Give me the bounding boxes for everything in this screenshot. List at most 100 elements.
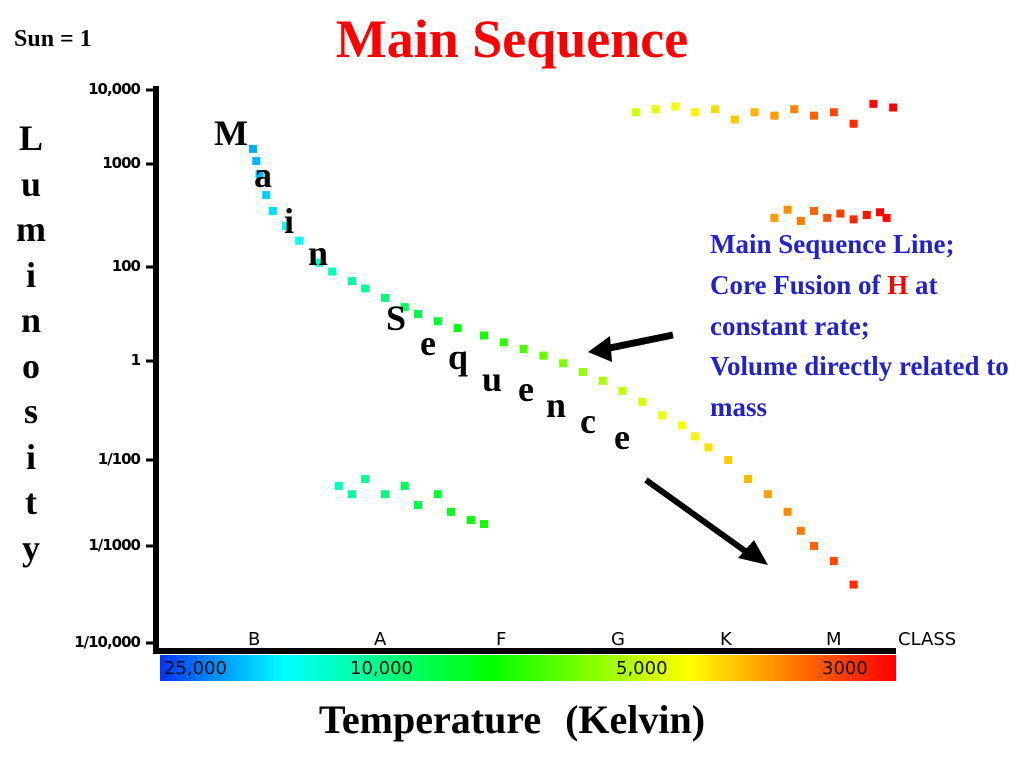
trend-arrowhead bbox=[738, 540, 768, 565]
y-tick-label: 1 bbox=[130, 351, 141, 369]
star-point-giants bbox=[836, 209, 845, 218]
sequence-letter: u bbox=[482, 359, 503, 399]
star-point-main-sequence bbox=[559, 359, 568, 368]
star-point-supergiants bbox=[651, 105, 660, 114]
x-class-label: K bbox=[720, 629, 732, 650]
sequence-letter: e bbox=[518, 369, 534, 409]
x-class-label: M bbox=[826, 629, 842, 650]
y-label-letter: t bbox=[25, 482, 37, 522]
x-axis-label: Temperature (Kelvin) bbox=[318, 697, 706, 742]
star-point-supergiants bbox=[691, 108, 700, 117]
star-point-supergiants bbox=[790, 105, 799, 114]
star-point-giants bbox=[783, 205, 792, 214]
annotation-line-2-prefix: Core Fusion of bbox=[710, 269, 888, 300]
star-point-giants bbox=[810, 206, 818, 215]
x-class-label: F bbox=[496, 629, 507, 650]
star-point-white-dwarfs bbox=[414, 500, 422, 509]
star-point-main-sequence bbox=[361, 284, 370, 293]
temperature-label: 10,000 bbox=[350, 658, 413, 679]
y-tick-label: 1/100 bbox=[97, 450, 141, 468]
star-point-main-sequence bbox=[598, 376, 607, 385]
star-point-main-sequence bbox=[744, 475, 752, 484]
annotation-line-3: constant rate; bbox=[710, 310, 870, 341]
star-point-supergiants bbox=[750, 108, 759, 117]
star-point-main-sequence bbox=[704, 443, 713, 452]
star-point-giants bbox=[849, 215, 858, 224]
star-point-giants bbox=[823, 213, 832, 222]
annotation-line-1: Main Sequence Line; bbox=[710, 229, 955, 259]
star-point-main-sequence bbox=[433, 317, 442, 326]
star-point-main-sequence bbox=[658, 411, 667, 420]
star-point-main-sequence bbox=[783, 507, 792, 516]
x-class-label: A bbox=[374, 629, 387, 650]
star-point-main-sequence bbox=[414, 310, 422, 318]
temperature-label: 5,000 bbox=[616, 658, 668, 679]
star-point-giants bbox=[882, 213, 891, 222]
y-tick-label: 100 bbox=[111, 257, 141, 275]
star-point-main-sequence bbox=[539, 351, 548, 360]
star-point-supergiants bbox=[711, 105, 719, 114]
star-point-main-sequence bbox=[315, 258, 323, 267]
sequence-letter: e bbox=[420, 323, 436, 363]
star-point-main-sequence bbox=[618, 386, 627, 395]
star-point-white-dwarfs bbox=[381, 490, 389, 499]
star-point-white-dwarfs bbox=[466, 516, 475, 525]
x-class-label: G bbox=[611, 629, 625, 650]
hydrogen-highlight: H bbox=[887, 269, 909, 300]
class-axis-label: CLASS bbox=[898, 629, 957, 650]
sequence-letter: c bbox=[580, 401, 596, 441]
sequence-letter: i bbox=[284, 201, 295, 241]
star-point-main-sequence bbox=[829, 557, 838, 566]
y-tick-label: 1000 bbox=[102, 154, 141, 172]
y-label-letter: m bbox=[16, 209, 46, 249]
y-label-letter: u bbox=[20, 163, 42, 204]
star-point-main-sequence bbox=[282, 222, 290, 231]
y-label-letter: s bbox=[23, 391, 38, 431]
star-point-main-sequence bbox=[249, 144, 257, 153]
star-point-main-sequence bbox=[480, 331, 488, 340]
star-point-white-dwarfs bbox=[361, 475, 370, 484]
star-point-main-sequence bbox=[519, 345, 528, 354]
unit-note: Sun = 1 bbox=[14, 26, 92, 52]
sequence-letter: a bbox=[254, 155, 272, 195]
star-point-main-sequence bbox=[796, 526, 805, 535]
star-point-main-sequence bbox=[810, 542, 818, 550]
main-sequence-annotation: Main Sequence Line; Core Fusion of H at … bbox=[710, 224, 1020, 428]
star-point-main-sequence bbox=[724, 456, 733, 464]
annotation-arrow bbox=[599, 331, 674, 354]
annotation-arrowhead bbox=[588, 336, 612, 362]
star-point-supergiants bbox=[671, 102, 680, 111]
star-point-main-sequence bbox=[295, 236, 304, 245]
sequence-letter: n bbox=[546, 385, 567, 425]
star-point-supergiants bbox=[849, 119, 858, 128]
y-label-letter: o bbox=[22, 345, 40, 386]
star-point-main-sequence bbox=[381, 293, 389, 302]
star-point-main-sequence bbox=[328, 267, 337, 276]
star-point-main-sequence bbox=[499, 338, 508, 347]
star-point-main-sequence bbox=[268, 206, 277, 215]
sequence-letter: M bbox=[214, 113, 248, 153]
star-point-supergiants bbox=[770, 111, 779, 120]
star-point-main-sequence bbox=[255, 169, 264, 178]
star-point-supergiants bbox=[889, 103, 898, 112]
star-point-main-sequence bbox=[579, 367, 587, 376]
y-tick-label: 1/10,000 bbox=[74, 633, 141, 651]
y-label-letter: n bbox=[20, 300, 42, 340]
star-point-main-sequence bbox=[252, 156, 261, 165]
y-label-letter: i bbox=[25, 436, 36, 477]
temperature-label: 25,000 bbox=[164, 658, 227, 679]
star-point-supergiants bbox=[869, 99, 878, 108]
temperature-label: 3000 bbox=[822, 658, 868, 679]
sequence-letter: n bbox=[308, 233, 329, 273]
star-point-giants bbox=[876, 208, 884, 217]
sequence-letter: q bbox=[448, 337, 469, 377]
star-point-white-dwarfs bbox=[348, 490, 356, 499]
star-point-supergiants bbox=[730, 115, 739, 124]
star-point-main-sequence bbox=[678, 421, 686, 430]
star-point-white-dwarfs bbox=[480, 520, 488, 529]
star-point-giants bbox=[862, 210, 871, 219]
star-point-white-dwarfs bbox=[447, 507, 455, 516]
annotation-line-2-suffix: at bbox=[908, 269, 938, 300]
y-tick-label: 1/1000 bbox=[88, 536, 141, 554]
